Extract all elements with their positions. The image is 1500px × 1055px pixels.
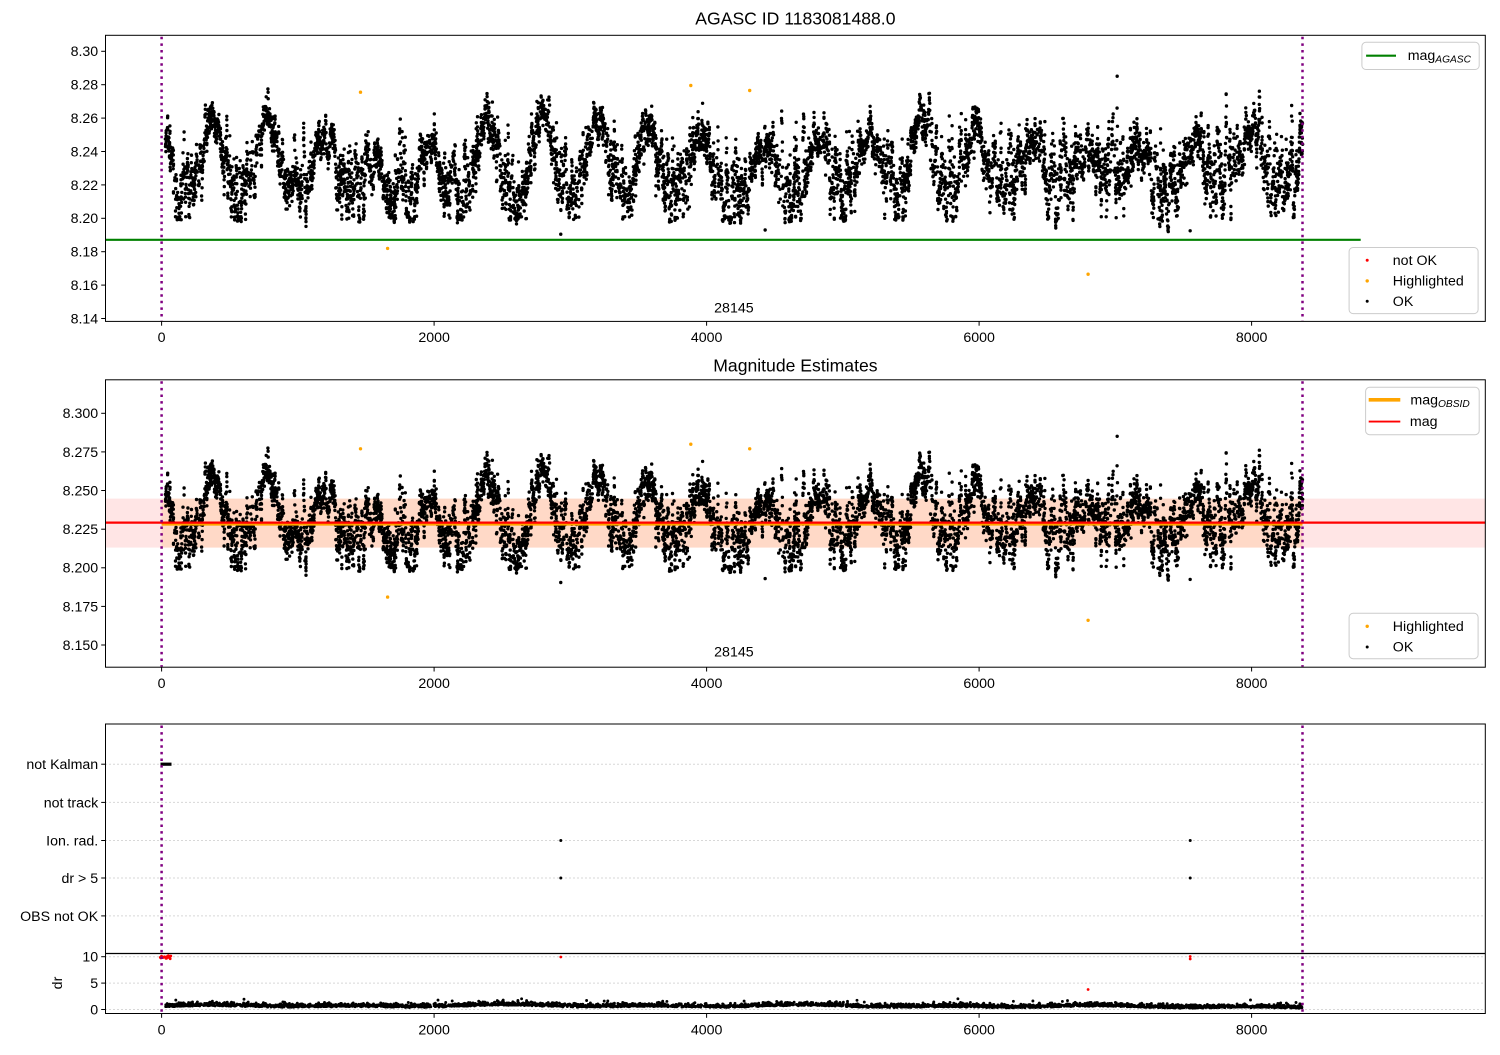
svg-text:Highlighted: Highlighted <box>1393 619 1464 635</box>
svg-text:dr > 5: dr > 5 <box>62 871 99 887</box>
svg-text:Highlighted: Highlighted <box>1393 274 1464 290</box>
svg-text:8.22: 8.22 <box>71 178 99 194</box>
svg-text:2000: 2000 <box>418 330 450 346</box>
svg-text:28145: 28145 <box>714 645 754 661</box>
svg-text:8.275: 8.275 <box>63 445 99 461</box>
svg-text:8.14: 8.14 <box>71 311 99 327</box>
svg-text:10: 10 <box>82 950 98 966</box>
svg-text:4000: 4000 <box>691 676 723 692</box>
svg-text:8000: 8000 <box>1236 330 1268 346</box>
svg-text:8.175: 8.175 <box>63 599 99 615</box>
svg-text:8.24: 8.24 <box>71 144 99 160</box>
svg-text:not Kalman: not Kalman <box>26 757 98 773</box>
svg-text:8.26: 8.26 <box>71 111 99 127</box>
svg-text:0: 0 <box>158 1022 166 1038</box>
svg-text:mag: mag <box>1410 414 1438 430</box>
svg-text:Ion. rad.: Ion. rad. <box>46 833 98 849</box>
svg-text:AGASC ID 1183081488.0: AGASC ID 1183081488.0 <box>695 9 895 29</box>
svg-text:8000: 8000 <box>1236 676 1268 692</box>
svg-text:6000: 6000 <box>963 1022 995 1038</box>
svg-text:dr: dr <box>50 976 66 989</box>
svg-text:0: 0 <box>158 330 166 346</box>
svg-text:OK: OK <box>1393 294 1414 310</box>
svg-text:8000: 8000 <box>1236 1022 1268 1038</box>
svg-text:28145: 28145 <box>714 301 754 317</box>
svg-text:8.250: 8.250 <box>63 483 99 499</box>
svg-text:0: 0 <box>90 1002 98 1018</box>
svg-text:Magnitude Estimates: Magnitude Estimates <box>713 356 877 376</box>
svg-text:0: 0 <box>158 676 166 692</box>
svg-text:8.300: 8.300 <box>63 406 99 422</box>
svg-text:8.200: 8.200 <box>63 561 99 577</box>
svg-text:8.28: 8.28 <box>71 78 99 94</box>
svg-text:8.20: 8.20 <box>71 211 99 227</box>
svg-text:6000: 6000 <box>963 676 995 692</box>
svg-text:6000: 6000 <box>963 330 995 346</box>
svg-text:OK: OK <box>1393 640 1414 656</box>
svg-text:8.18: 8.18 <box>71 245 99 261</box>
svg-text:OBS not OK: OBS not OK <box>20 909 99 925</box>
svg-text:5: 5 <box>90 976 98 992</box>
svg-text:not OK: not OK <box>1393 253 1438 269</box>
svg-text:4000: 4000 <box>691 330 723 346</box>
svg-text:8.225: 8.225 <box>63 522 99 538</box>
svg-text:8.16: 8.16 <box>71 278 99 294</box>
svg-text:2000: 2000 <box>418 1022 450 1038</box>
svg-text:8.30: 8.30 <box>71 44 99 60</box>
svg-text:2000: 2000 <box>418 676 450 692</box>
svg-text:not track: not track <box>44 795 99 811</box>
svg-text:4000: 4000 <box>691 1022 723 1038</box>
svg-text:8.150: 8.150 <box>63 638 99 654</box>
